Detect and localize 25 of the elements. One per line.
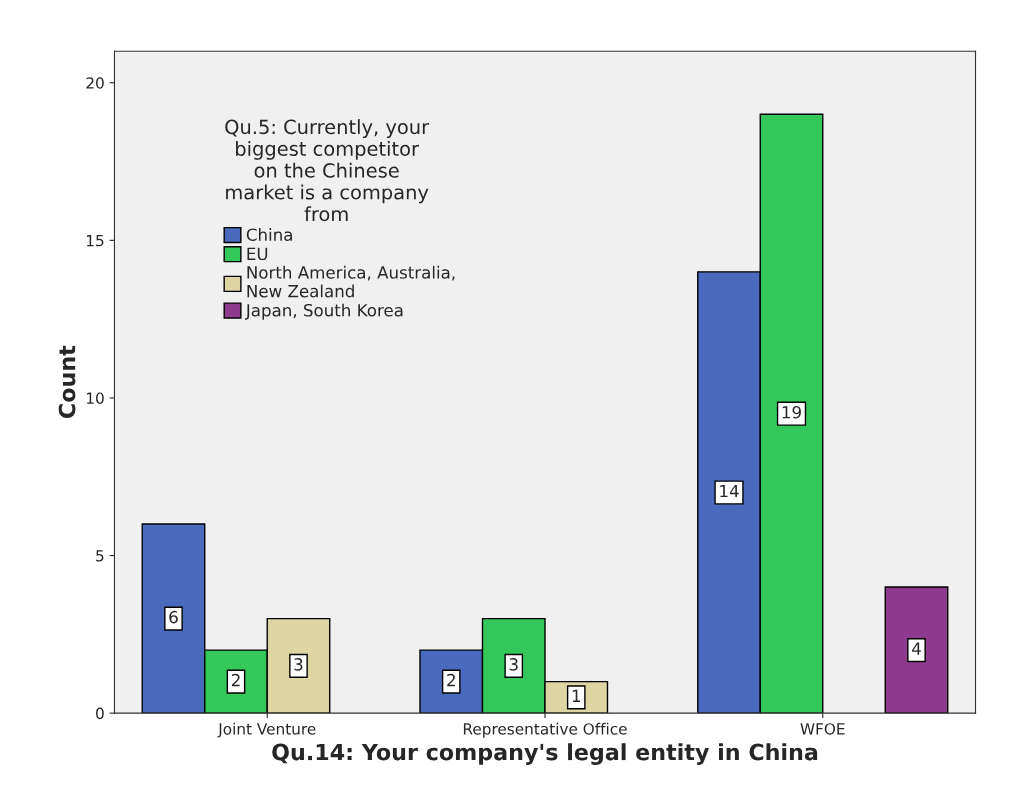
data-label: 3	[294, 658, 303, 671]
legend-label: North America, Australia, New Zealand	[247, 265, 455, 298]
x-tick-label: WFOE	[800, 723, 845, 735]
x-tick-label: Joint Venture	[217, 722, 316, 738]
legend-label: China	[246, 228, 292, 241]
y-axis-title: Count	[58, 345, 76, 418]
x-axis-title: Qu.14: Your company's legal entity in China	[272, 743, 818, 765]
data-label: 1	[572, 689, 580, 702]
data-label: 19	[782, 405, 801, 419]
y-tick-label: 0	[96, 707, 104, 720]
x-tick-label: Representative Office	[463, 722, 627, 738]
data-label: 2	[231, 673, 240, 687]
legend-label: Japan, South Korea	[244, 303, 403, 320]
data-label: 6	[169, 610, 178, 624]
y-tick-label: 10	[86, 392, 104, 404]
data-label: 3	[509, 658, 518, 671]
bar	[884, 586, 949, 714]
legend-label: EU	[247, 247, 268, 261]
y-tick-label: 5	[96, 550, 104, 562]
data-label: 14	[720, 484, 739, 498]
y-tick-label: 20	[86, 77, 104, 89]
data-label: 2	[447, 673, 455, 687]
data-label: 4	[912, 642, 921, 655]
y-tick-label: 15	[86, 235, 104, 247]
legend-title: Qu.5: Currently, your biggest competitor on the Chinese market is a company from	[225, 119, 430, 222]
